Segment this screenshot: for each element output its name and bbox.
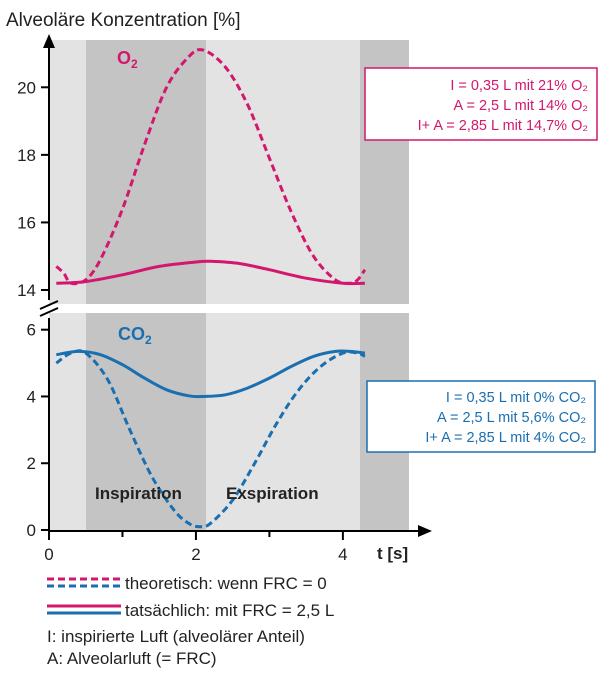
axis-break-mark-upper xyxy=(39,300,59,310)
co2-actual-curve xyxy=(56,349,366,399)
chart-curves xyxy=(55,48,367,529)
x-tick-label: 0 xyxy=(44,545,53,564)
legend-note-inspired: I: inspirierte Luft (alveolärer Anteil) xyxy=(47,627,305,646)
o2-info-line-1: I = 0,35 L mit 21% O₂ xyxy=(450,78,588,94)
co2-info-box: I = 0,35 L mit 0% CO₂ A = 2,5 L mit 5,6%… xyxy=(366,380,596,453)
co2-theoretical-curve xyxy=(55,349,366,529)
legend-note-alveolar: A: Alveolarluft (= FRC) xyxy=(47,649,217,668)
axis-break-mark-lower xyxy=(39,307,59,317)
co2-info-line-3: I+ A = 2,85 L mit 4% CO₂ xyxy=(425,430,586,446)
x-tick-label: 4 xyxy=(338,545,347,564)
co2-info-line-2: A = 2,5 L mit 5,6% CO₂ xyxy=(437,410,586,426)
o2-info-line-2: A = 2,5 L mit 14% O₂ xyxy=(454,98,588,114)
o2-info-box: I = 0,35 L mit 21% O₂ A = 2,5 L mit 14% … xyxy=(364,67,598,141)
y-axis-arrow-icon xyxy=(43,34,55,48)
o2-info-line-3: I+ A = 2,85 L mit 14,7% O₂ xyxy=(418,118,588,134)
o2-inspiration-band xyxy=(86,40,206,304)
co2-info-box-frame xyxy=(366,380,596,453)
co2-y-tick-label: 6 xyxy=(27,321,36,340)
o2-info-box-frame xyxy=(364,67,598,141)
y-axis-title: Alveoläre Konzentration [%] xyxy=(6,10,240,31)
x-axis-arrow-icon xyxy=(418,525,432,537)
co2-y-tick-label: 0 xyxy=(27,521,36,540)
x-axis-title: t [s] xyxy=(377,544,408,563)
legend: theoretisch: wenn FRC = 0 tatsächlich: m… xyxy=(47,574,334,668)
expiration-label: Exspiration xyxy=(226,484,319,503)
co2-info-line-1: I = 0,35 L mit 0% CO₂ xyxy=(446,390,586,406)
legend-solid-label: tatsächlich: mit FRC = 2,5 L xyxy=(125,601,334,620)
o2-y-tick-label: 20 xyxy=(17,78,36,97)
o2-y-tick-label: 18 xyxy=(17,146,36,165)
o2-y-tick-label: 16 xyxy=(17,213,36,232)
inspiration-label: Inspiration xyxy=(95,484,182,503)
o2-theoretical-curve xyxy=(55,48,367,286)
axis-ticks: 14 16 18 20 0 2 4 6 0 2 4 xyxy=(17,78,348,564)
legend-dashed-label: theoretisch: wenn FRC = 0 xyxy=(125,574,327,593)
co2-y-tick-label: 2 xyxy=(27,454,36,473)
co2-inspiration-band xyxy=(86,313,206,530)
x-tick-label: 2 xyxy=(191,545,200,564)
o2-panel xyxy=(49,40,409,304)
o2-y-tick-label: 14 xyxy=(17,281,36,300)
o2-actual-curve xyxy=(56,259,365,286)
co2-panel-title: CO2 xyxy=(118,324,152,347)
co2-y-tick-label: 4 xyxy=(27,387,36,406)
